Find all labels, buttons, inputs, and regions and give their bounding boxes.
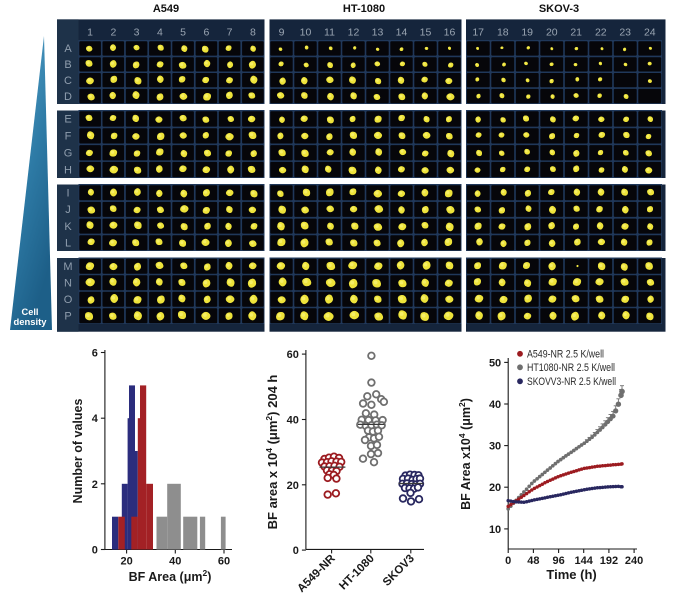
svg-text:20: 20 bbox=[546, 27, 558, 39]
svg-text:10: 10 bbox=[300, 27, 312, 39]
svg-text:23: 23 bbox=[619, 27, 631, 39]
svg-text:20: 20 bbox=[287, 480, 299, 492]
svg-text:4: 4 bbox=[157, 27, 163, 39]
svg-text:17: 17 bbox=[472, 27, 484, 39]
svg-text:B: B bbox=[64, 59, 71, 71]
svg-text:O: O bbox=[64, 294, 73, 306]
svg-text:60: 60 bbox=[287, 349, 299, 361]
svg-text:11: 11 bbox=[324, 27, 335, 39]
svg-text:12: 12 bbox=[348, 27, 360, 39]
svg-text:24: 24 bbox=[644, 27, 656, 39]
svg-text:144: 144 bbox=[575, 555, 594, 567]
svg-text:6: 6 bbox=[92, 348, 98, 360]
svg-text:0: 0 bbox=[505, 555, 511, 567]
svg-text:F: F bbox=[65, 131, 72, 143]
svg-text:50: 50 bbox=[489, 357, 501, 369]
svg-text:SKOV-3: SKOV-3 bbox=[539, 3, 579, 15]
svg-text:H: H bbox=[64, 164, 72, 176]
svg-text:K: K bbox=[64, 221, 72, 233]
svg-text:A549-NR 2.5 K/well: A549-NR 2.5 K/well bbox=[527, 349, 604, 361]
svg-text:P: P bbox=[64, 311, 71, 323]
svg-text:2: 2 bbox=[110, 27, 116, 39]
svg-text:96: 96 bbox=[552, 555, 564, 567]
svg-text:4: 4 bbox=[92, 413, 99, 425]
svg-text:40: 40 bbox=[489, 399, 501, 411]
svg-text:22: 22 bbox=[595, 27, 607, 39]
svg-text:40: 40 bbox=[287, 415, 299, 427]
svg-text:BF Area (μm2): BF Area (μm2) bbox=[129, 568, 212, 584]
svg-text:7: 7 bbox=[227, 27, 233, 39]
svg-text:1: 1 bbox=[87, 27, 93, 39]
svg-text:240: 240 bbox=[625, 555, 643, 567]
svg-text:BF Area x104 (μm2): BF Area x104 (μm2) bbox=[457, 398, 473, 510]
svg-text:40: 40 bbox=[169, 556, 181, 568]
svg-text:SKOVV3-NR 2.5 K/well: SKOVV3-NR 2.5 K/well bbox=[527, 376, 616, 388]
svg-text:16: 16 bbox=[444, 27, 456, 39]
svg-text:HT-1080: HT-1080 bbox=[343, 3, 385, 15]
svg-text:N: N bbox=[64, 278, 72, 290]
svg-text:15: 15 bbox=[420, 27, 432, 39]
svg-text:20: 20 bbox=[120, 556, 132, 568]
svg-text:HT1080-NR 2.5 K/well: HT1080-NR 2.5 K/well bbox=[527, 362, 615, 374]
svg-text:0: 0 bbox=[92, 545, 98, 557]
svg-text:A: A bbox=[64, 43, 72, 55]
svg-text:30: 30 bbox=[489, 441, 501, 453]
svg-text:14: 14 bbox=[396, 27, 408, 39]
svg-text:Cell: Cell bbox=[22, 307, 39, 317]
svg-text:C: C bbox=[64, 75, 72, 87]
svg-text:13: 13 bbox=[372, 27, 384, 39]
svg-text:G: G bbox=[64, 148, 73, 160]
svg-text:L: L bbox=[65, 238, 71, 250]
svg-text:60: 60 bbox=[218, 556, 230, 568]
svg-text:48: 48 bbox=[527, 555, 539, 567]
svg-text:8: 8 bbox=[250, 27, 256, 39]
svg-text:3: 3 bbox=[134, 27, 140, 39]
svg-text:E: E bbox=[64, 114, 71, 126]
svg-text:2: 2 bbox=[92, 479, 98, 491]
svg-text:20: 20 bbox=[489, 482, 501, 494]
svg-text:6: 6 bbox=[203, 27, 209, 39]
svg-text:D: D bbox=[64, 91, 72, 103]
svg-text:192: 192 bbox=[600, 555, 618, 567]
svg-text:9: 9 bbox=[279, 27, 285, 39]
svg-text:I: I bbox=[66, 188, 69, 200]
svg-text:0: 0 bbox=[293, 545, 299, 557]
svg-text:21: 21 bbox=[570, 27, 582, 39]
svg-text:Time (h): Time (h) bbox=[546, 567, 596, 582]
svg-text:A549: A549 bbox=[153, 3, 179, 15]
svg-text:M: M bbox=[63, 261, 72, 273]
svg-text:19: 19 bbox=[521, 27, 533, 39]
svg-text:18: 18 bbox=[497, 27, 509, 39]
svg-text:5: 5 bbox=[180, 27, 186, 39]
svg-text:10: 10 bbox=[489, 524, 501, 536]
svg-text:Number of values: Number of values bbox=[71, 399, 85, 504]
svg-text:J: J bbox=[65, 204, 71, 216]
svg-text:BF area x 104 (μm2) 204 h: BF area x 104 (μm2) 204 h bbox=[264, 375, 280, 530]
svg-text:density: density bbox=[14, 317, 47, 327]
